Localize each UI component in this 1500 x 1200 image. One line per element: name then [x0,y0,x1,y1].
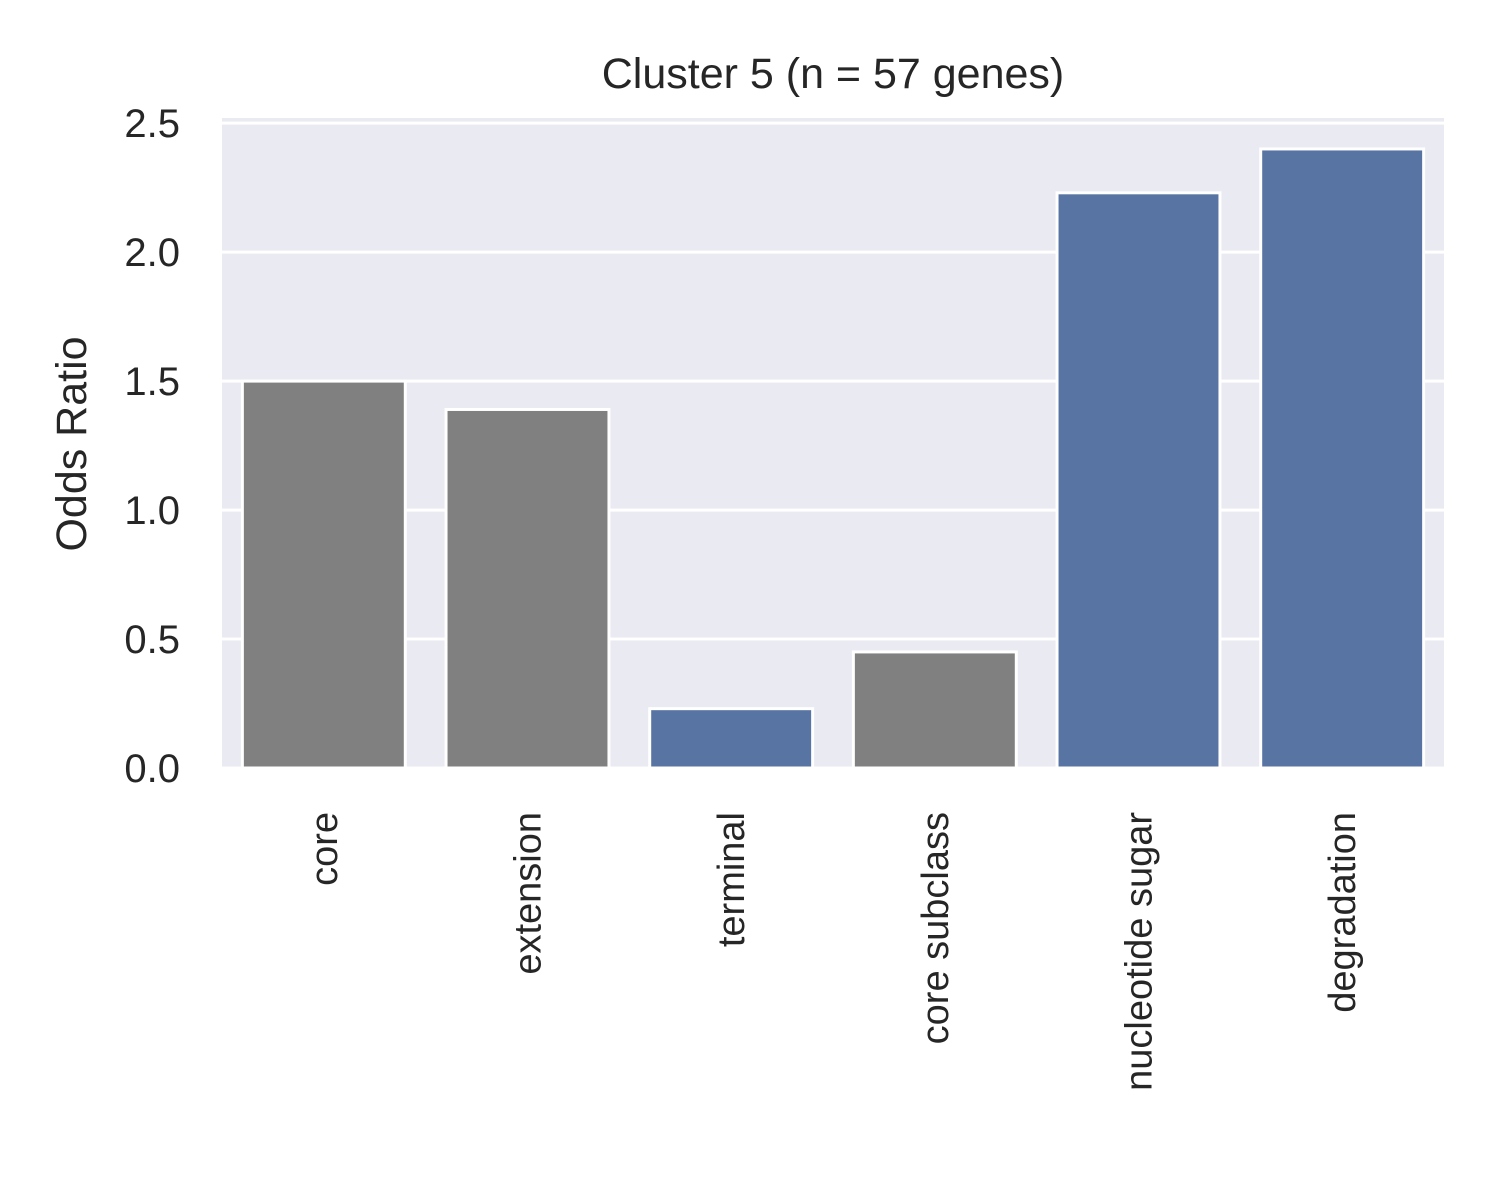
bars [240,147,1426,770]
x-tick-label: nucleotide sugar [1119,812,1161,1091]
y-tick-label: 2.5 [124,102,180,146]
x-tick-labels: core extension terminal core subclass nucleo… [304,812,1364,1091]
x-tick-label: terminal [711,812,753,947]
gridlines [222,121,1444,770]
y-tick-label: 1.5 [124,360,180,404]
x-tick-label: core [304,812,346,886]
bar-nucleotide-sugar [1055,191,1222,770]
bar-core [240,379,407,770]
y-tick-label: 1.0 [124,489,180,533]
x-tick-label: core subclass [915,812,957,1044]
bar-terminal [648,707,815,770]
x-tick-label: extension [508,812,550,975]
bar-core-subclass [851,650,1018,770]
y-tick-label: 0.5 [124,618,180,662]
x-tick-label: degradation [1322,812,1364,1013]
y-tick-label: 0.0 [124,747,180,791]
bar-degradation [1259,147,1426,770]
plot-area [222,118,1444,768]
bar-extension [444,407,611,770]
y-tick-labels: 0.0 0.5 1.0 1.5 2.0 2.5 [124,102,180,791]
y-axis-label: Odds Ratio [48,336,96,551]
y-tick-label: 2.0 [124,231,180,275]
chart-title: Cluster 5 (n = 57 genes) [602,50,1065,98]
